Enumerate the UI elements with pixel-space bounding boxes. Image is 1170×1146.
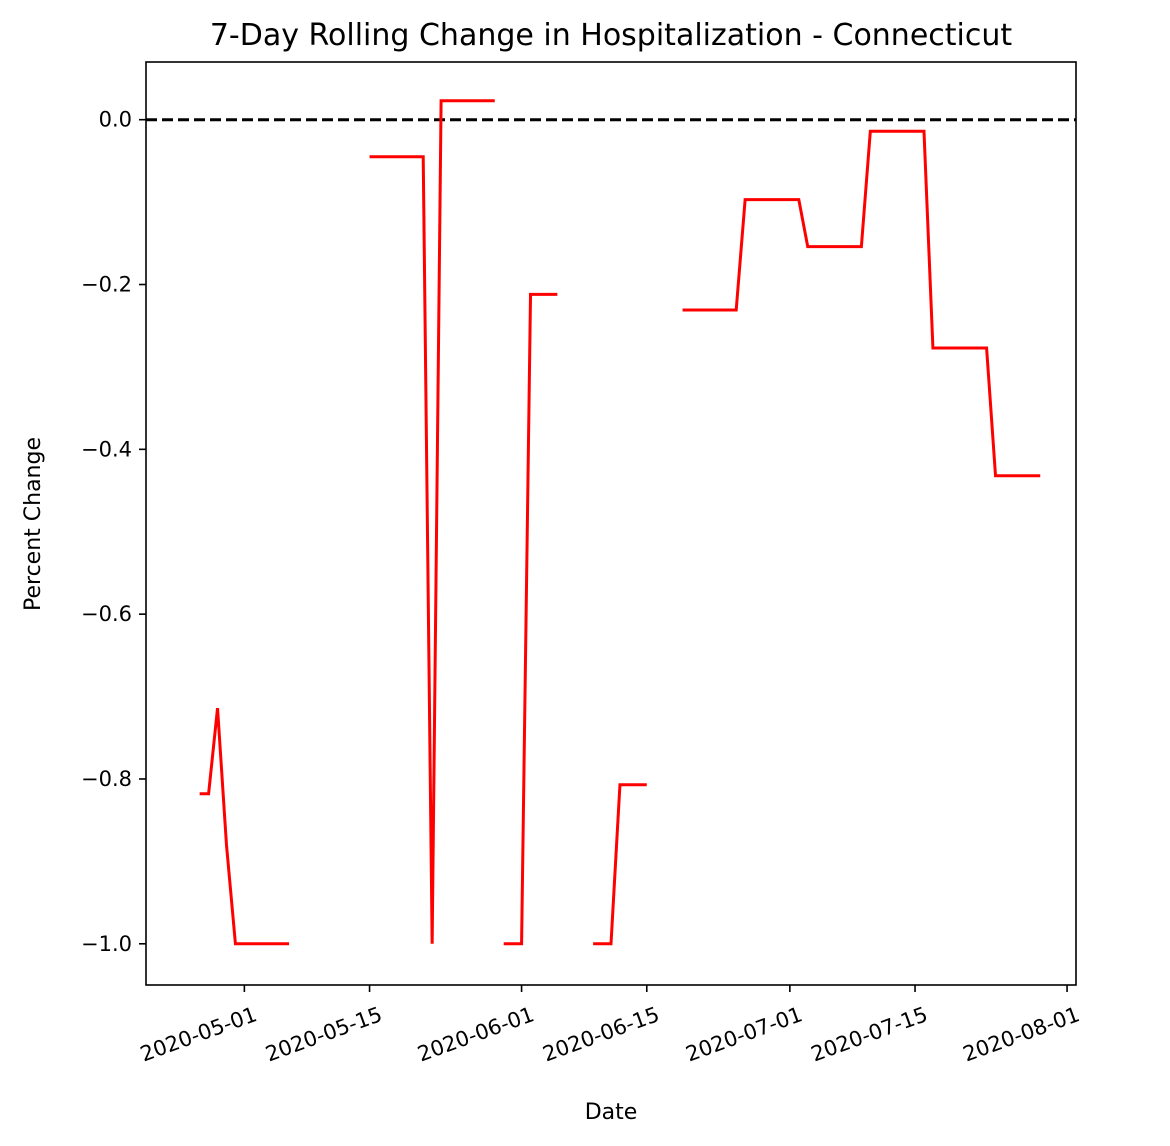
series-line-segment [199, 707, 290, 946]
y-tick-label: −1.0 [81, 932, 132, 956]
x-tick-label: 2020-08-01 [960, 1002, 1083, 1066]
x-tick-label: 2020-05-15 [262, 1002, 385, 1066]
y-tick-label: −0.2 [81, 273, 132, 297]
x-tick-label: 2020-07-01 [683, 1002, 806, 1066]
y-tick-label: −0.6 [81, 602, 132, 626]
x-tick-label: 2020-07-15 [808, 1002, 931, 1066]
y-axis-label: Percent Change [21, 437, 46, 611]
y-tick-label: −0.4 [81, 437, 132, 461]
x-axis-label: Date [585, 1100, 638, 1125]
y-axis: 0.0 −0.2 −0.4 −0.6 −0.8 −1.0 [81, 108, 146, 956]
series-line-segment [682, 129, 1041, 478]
x-tick-label: 2020-06-15 [540, 1002, 663, 1066]
chart-title: 7-Day Rolling Change in Hospitalization … [210, 18, 1013, 53]
x-tick-label: 2020-05-01 [137, 1002, 260, 1066]
plot-area [145, 61, 1077, 986]
series-line-segment [369, 99, 495, 944]
series-line-segment [593, 783, 647, 946]
y-tick-label: 0.0 [99, 108, 132, 132]
series-layer [199, 99, 1041, 946]
plot-frame [145, 61, 1077, 986]
y-tick-label: −0.8 [81, 767, 132, 791]
series-line-segment [503, 292, 558, 946]
x-tick-label: 2020-06-01 [414, 1002, 537, 1066]
x-axis: 2020-05-01 2020-05-15 2020-06-01 2020-06-15… [137, 985, 1083, 1066]
